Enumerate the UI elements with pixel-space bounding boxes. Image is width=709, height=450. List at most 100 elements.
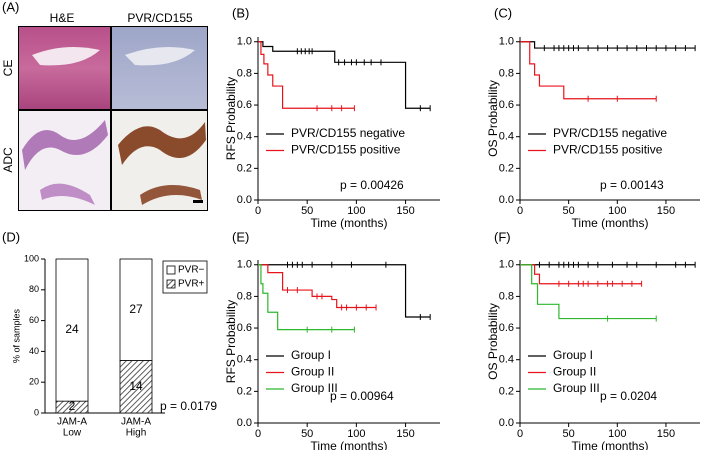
y-tick-label: 0.2 <box>499 385 514 397</box>
survival-curve <box>520 41 657 100</box>
y-tick-label: 0.2 <box>237 162 252 174</box>
x-tick-label: 100 <box>608 428 626 440</box>
x-axis-label: Time (months) <box>311 216 388 230</box>
legend-label: Group I <box>553 348 593 362</box>
x-tick-label: JAM-A <box>121 417 151 428</box>
legend-label: Group I <box>291 348 331 362</box>
y-tick-label: 1.0 <box>237 259 252 271</box>
legend-label: PVR+ <box>178 279 205 290</box>
survival-curve <box>258 264 377 309</box>
column-label: PVR/CD155 <box>127 11 193 25</box>
y-tick-label: 0.8 <box>499 67 514 79</box>
y-tick-label: 60 <box>29 315 39 325</box>
y-tick-label: 40 <box>29 346 39 356</box>
survival-curve <box>258 41 431 109</box>
legend-label: Group II <box>291 365 334 379</box>
y-axis-label: % of samples <box>11 308 21 363</box>
x-tick-label: 50 <box>563 428 575 440</box>
panel-label: (A) <box>2 0 19 14</box>
legend-label: Group III <box>553 381 600 395</box>
panel-label: (E) <box>232 229 249 244</box>
y-tick-label: 20 <box>29 377 39 387</box>
y-tick-label: 0.6 <box>499 99 514 111</box>
p-value: p = 0.00426 <box>340 178 404 192</box>
micrographs <box>18 26 208 211</box>
survival-curve <box>520 264 642 285</box>
x-tick-label: 50 <box>301 205 313 217</box>
x-tick-label: 0 <box>517 428 523 440</box>
panel-label: (F) <box>494 229 511 244</box>
x-axis-label: Time (months) <box>572 439 649 450</box>
row-label: ADC <box>1 147 15 173</box>
count-label: 14 <box>129 379 143 393</box>
y-tick-label: 0.6 <box>237 99 252 111</box>
y-tick-label: 80 <box>29 284 39 294</box>
y-tick-label: 1.0 <box>237 36 252 48</box>
y-tick-label: 0.4 <box>237 131 252 143</box>
x-tick-label: High <box>126 428 147 439</box>
p-value: p = 0.00964 <box>330 389 394 403</box>
x-tick-label: Low <box>63 428 82 439</box>
count-label: 2 <box>69 399 76 413</box>
y-tick-label: 0.8 <box>237 290 252 302</box>
y-tick-label: 0.2 <box>237 385 252 397</box>
y-tick-label: 0.8 <box>237 67 252 79</box>
y-tick-label: 0 <box>34 407 39 417</box>
legend-label: Group II <box>553 365 596 379</box>
x-tick-label: 100 <box>608 205 626 217</box>
y-axis-label: OS Probability <box>486 80 500 157</box>
y-tick-label: 1.0 <box>499 259 514 271</box>
y-axis-label: RFS Probability <box>224 77 238 160</box>
y-axis-label: OS Probability <box>486 303 500 380</box>
x-tick-label: 0 <box>255 205 261 217</box>
y-tick-label: 0.0 <box>499 417 514 429</box>
x-tick-label: 50 <box>301 428 313 440</box>
legend-label: Group III <box>291 381 338 395</box>
y-tick-label: 0.6 <box>237 322 252 334</box>
panel-label: (C) <box>494 5 512 20</box>
y-tick-label: 0.4 <box>499 131 514 143</box>
y-tick-label: 0.0 <box>499 194 514 206</box>
x-tick-label: 150 <box>396 205 414 217</box>
row-label: CE <box>1 60 15 77</box>
legend-label: PVR− <box>178 265 205 276</box>
y-axis-label: RFS Probability <box>224 300 238 383</box>
legend-label: PVR/CD155 positive <box>291 143 401 157</box>
x-axis-label: Time (months) <box>572 216 649 230</box>
x-tick-label: 100 <box>347 428 365 440</box>
p-value: p = 0.0204 <box>600 389 657 403</box>
legend-label: PVR/CD155 positive <box>553 143 663 157</box>
survival-curve <box>258 41 355 109</box>
x-tick-label: 0 <box>255 428 261 440</box>
column-label: H&E <box>50 11 75 25</box>
y-tick-label: 0.4 <box>237 354 252 366</box>
p-value: p = 0.0179 <box>160 399 217 413</box>
x-tick-label: 150 <box>657 428 675 440</box>
y-tick-label: 100 <box>24 253 39 263</box>
legend-label: PVR/CD155 negative <box>553 126 667 140</box>
p-value: p = 0.00143 <box>600 178 664 192</box>
x-tick-label: JAM-A <box>57 417 87 428</box>
count-label: 27 <box>129 302 143 316</box>
legend-swatch <box>166 265 176 275</box>
x-axis-label: Time (months) <box>311 439 388 450</box>
x-tick-label: 0 <box>517 205 523 217</box>
y-tick-label: 0.0 <box>237 417 252 429</box>
y-tick-label: 0.4 <box>499 354 514 366</box>
legend-swatch <box>166 279 176 289</box>
y-tick-label: 0.6 <box>499 322 514 334</box>
x-tick-label: 150 <box>657 205 675 217</box>
panel-label: (B) <box>232 5 249 20</box>
count-label: 24 <box>65 322 79 336</box>
survival-curve <box>258 264 431 318</box>
survival-curve <box>258 264 355 331</box>
survival-curve <box>520 264 657 320</box>
x-tick-label: 100 <box>347 205 365 217</box>
y-tick-label: 1.0 <box>499 36 514 48</box>
bar-segment <box>55 258 89 402</box>
x-tick-label: 150 <box>396 428 414 440</box>
panel-label: (D) <box>2 229 20 244</box>
y-tick-label: 0.2 <box>499 162 514 174</box>
y-tick-label: 0.8 <box>499 290 514 302</box>
